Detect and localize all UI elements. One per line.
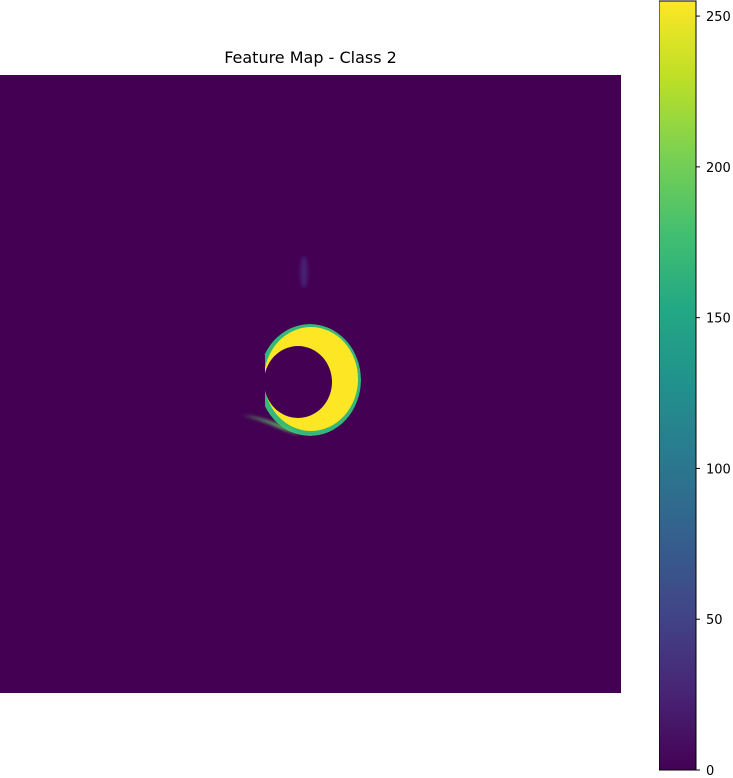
heatmap-image bbox=[0, 75, 621, 693]
colorbar-tick-label-100: 100 bbox=[706, 462, 731, 477]
feature-faint-blob bbox=[300, 256, 308, 288]
colorbar-tick-label-0: 0 bbox=[706, 764, 714, 778]
colorbar: 0 50 100 150 200 250 bbox=[659, 0, 731, 778]
colorbar-tick-label-50: 50 bbox=[706, 613, 723, 628]
chart-title: Feature Map - Class 2 bbox=[224, 48, 397, 67]
colorbar-tick-label-200: 200 bbox=[706, 161, 731, 176]
feature-crescent-tail bbox=[242, 415, 300, 435]
colorbar-gradient bbox=[659, 0, 697, 771]
feature-crescent bbox=[259, 324, 361, 436]
feature-crescent-core bbox=[264, 327, 358, 431]
colorbar-tick-label-250: 250 bbox=[706, 10, 731, 25]
colorbar-tick-label-150: 150 bbox=[706, 312, 731, 327]
